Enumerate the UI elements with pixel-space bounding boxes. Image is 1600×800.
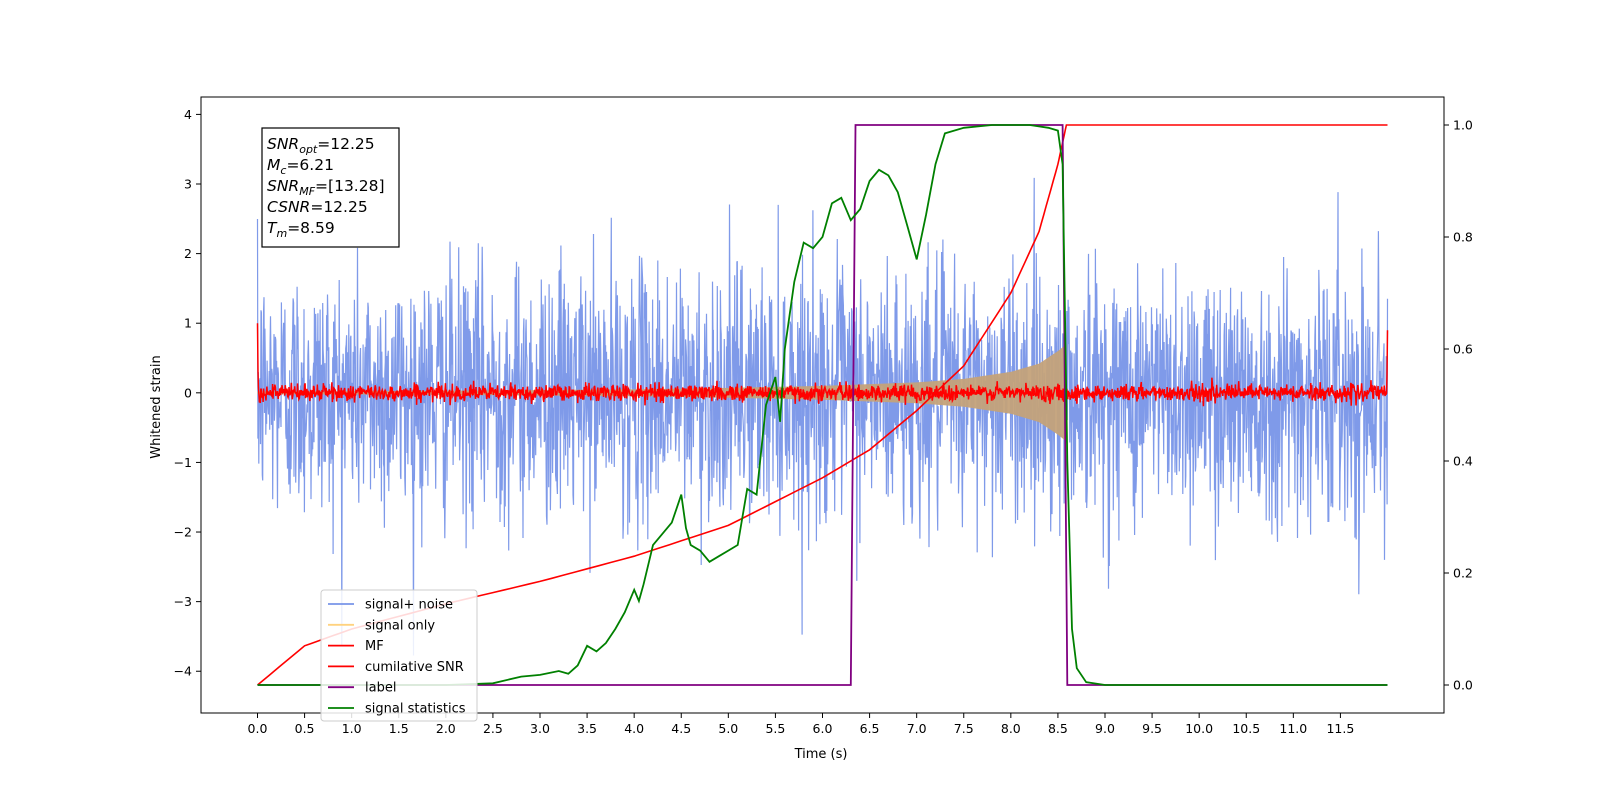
series-mf: [256, 323, 1389, 407]
x-tick-label: 2.5: [483, 721, 503, 736]
y-tick-label: 2: [184, 246, 192, 261]
x-tick-label: 7.5: [954, 721, 974, 736]
legend: signal+ noise signal only MF cumilative SNR…: [320, 589, 478, 722]
x-tick-label: 4.5: [671, 721, 691, 736]
y2-tick-label: 1.0: [1453, 118, 1473, 133]
x-tick-label: 6.0: [813, 721, 833, 736]
legend-label: signal statistics: [365, 702, 466, 717]
x-tick-label: 6.5: [860, 721, 880, 736]
legend-label: signal only: [365, 618, 435, 633]
x-tick-label: 9.0: [1095, 721, 1115, 736]
x-tick-label: 5.5: [765, 721, 785, 736]
x-tick-label: 1.5: [389, 721, 409, 736]
y2-tick-label: 0.6: [1453, 342, 1473, 357]
y2-tick-label: 0.4: [1453, 454, 1473, 469]
y2-tick-label: 0.0: [1453, 678, 1473, 693]
legend-label: cumilative SNR: [365, 660, 464, 675]
x-tick-label: 8.5: [1048, 721, 1068, 736]
x-tick-label: 2.0: [436, 721, 456, 736]
annotation-line: Tm=8.59: [267, 219, 335, 240]
y2-tick-label: 0.2: [1453, 566, 1473, 581]
y-tick-label: 3: [184, 177, 192, 192]
x-tick-label: 5.0: [718, 721, 738, 736]
legend-label: label: [365, 681, 396, 696]
y-tick-label: 1: [184, 316, 192, 331]
annotation-frame: [261, 127, 400, 248]
legend-label: signal+ noise: [365, 598, 453, 613]
y-axis-label: Whitened strain: [149, 355, 164, 458]
y-tick-label: 0: [184, 385, 192, 400]
annotation-line: CSNR=12.25: [267, 198, 368, 216]
x-tick-label: 10.5: [1232, 721, 1260, 736]
x-tick-label: 1.0: [342, 721, 362, 736]
annotation-box: SNRopt=12.25Mc=6.21SNRMF=[13.28]CSNR=12.…: [261, 127, 400, 248]
x-tick-label: 11.0: [1279, 721, 1307, 736]
series-signal-noise: [256, 177, 1389, 656]
y-tick-label: −3: [174, 594, 192, 609]
x-tick-label: 0.5: [295, 721, 315, 736]
x-tick-label: 4.0: [624, 721, 644, 736]
x-tick-label: 3.5: [577, 721, 597, 736]
y-tick-label: −4: [174, 664, 192, 679]
y2-tick-label: 0.8: [1453, 230, 1473, 245]
axes: 0.0 0.5 1.0 1.5 2.0 2.5 3.0 3.5 4.0 4.5 5.0 5.5 6.0 6…: [174, 96, 1473, 736]
x-tick-label: 8.0: [1001, 721, 1021, 736]
legend-label: MF: [365, 639, 384, 654]
x-tick-label: 3.0: [530, 721, 550, 736]
x-tick-label: 7.0: [907, 721, 927, 736]
annotation-line: SNRMF=[13.28]: [267, 177, 385, 198]
x-tick-label: 10.0: [1185, 721, 1213, 736]
annotation-line: SNRopt=12.25: [267, 135, 375, 156]
y-tick-label: 4: [184, 107, 192, 122]
x-tick-label: 0.0: [248, 721, 268, 736]
x-tick-label: 9.5: [1142, 721, 1162, 736]
y-tick-label: −2: [174, 525, 192, 540]
annotation-line: Mc=6.21: [267, 156, 334, 177]
y-tick-label: −1: [174, 455, 192, 470]
series-signal-statistics: [257, 124, 1388, 686]
x-axis-label: Time (s): [794, 747, 848, 762]
legend-frame: [320, 589, 478, 722]
x-tick-label: 11.5: [1326, 721, 1354, 736]
